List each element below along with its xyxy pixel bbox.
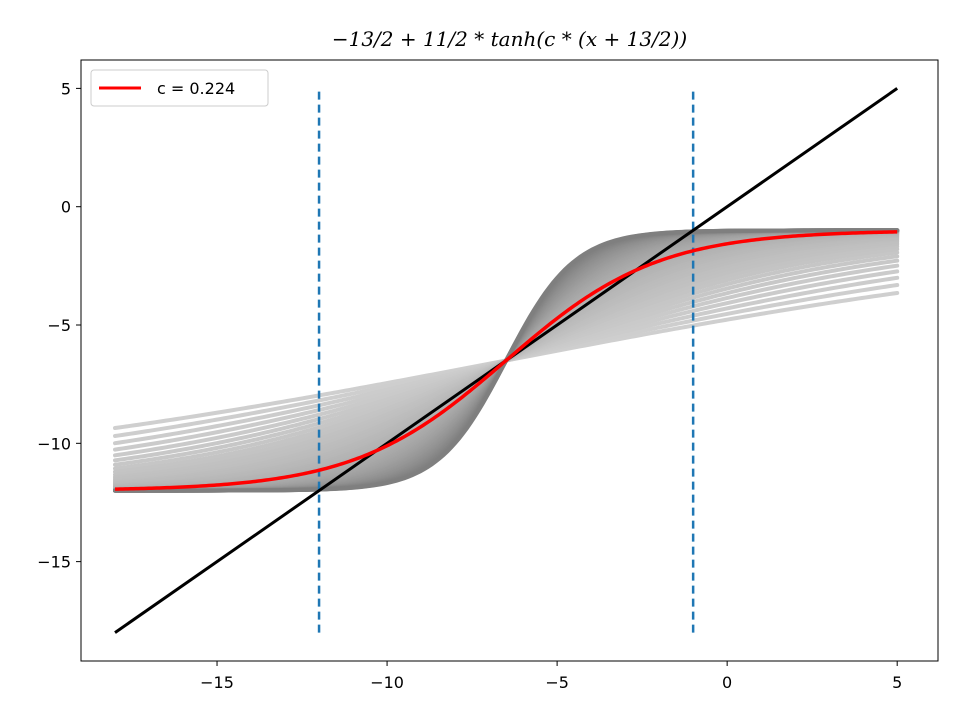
y-tick-label: −5 bbox=[47, 316, 71, 335]
plot-frame bbox=[80, 59, 939, 662]
y-tick-label: 5 bbox=[61, 79, 71, 98]
x-tick-label: 0 bbox=[722, 673, 732, 692]
y-axis: 5 0 −5 −10 −15 bbox=[37, 79, 81, 572]
legend-label: c = 0.224 bbox=[157, 79, 235, 98]
y-tick-label: −10 bbox=[37, 434, 71, 453]
series-line-c-0224 bbox=[114, 230, 898, 491]
series-lines bbox=[114, 87, 899, 634]
x-tick-label: −10 bbox=[370, 673, 404, 692]
legend: c = 0.224 bbox=[90, 69, 269, 107]
y-tick-label: 0 bbox=[61, 198, 71, 217]
x-tick-label: −5 bbox=[545, 673, 569, 692]
x-tick-label: 5 bbox=[892, 673, 902, 692]
x-tick-label: −15 bbox=[200, 673, 234, 692]
legend-box bbox=[90, 69, 269, 107]
x-axis: −15 −10 −5 0 5 bbox=[200, 661, 902, 692]
chart-title: −13/2 + 11/2 * tanh(c * (x + 13/2)) bbox=[332, 27, 687, 51]
y-tick-label: −15 bbox=[37, 553, 71, 572]
